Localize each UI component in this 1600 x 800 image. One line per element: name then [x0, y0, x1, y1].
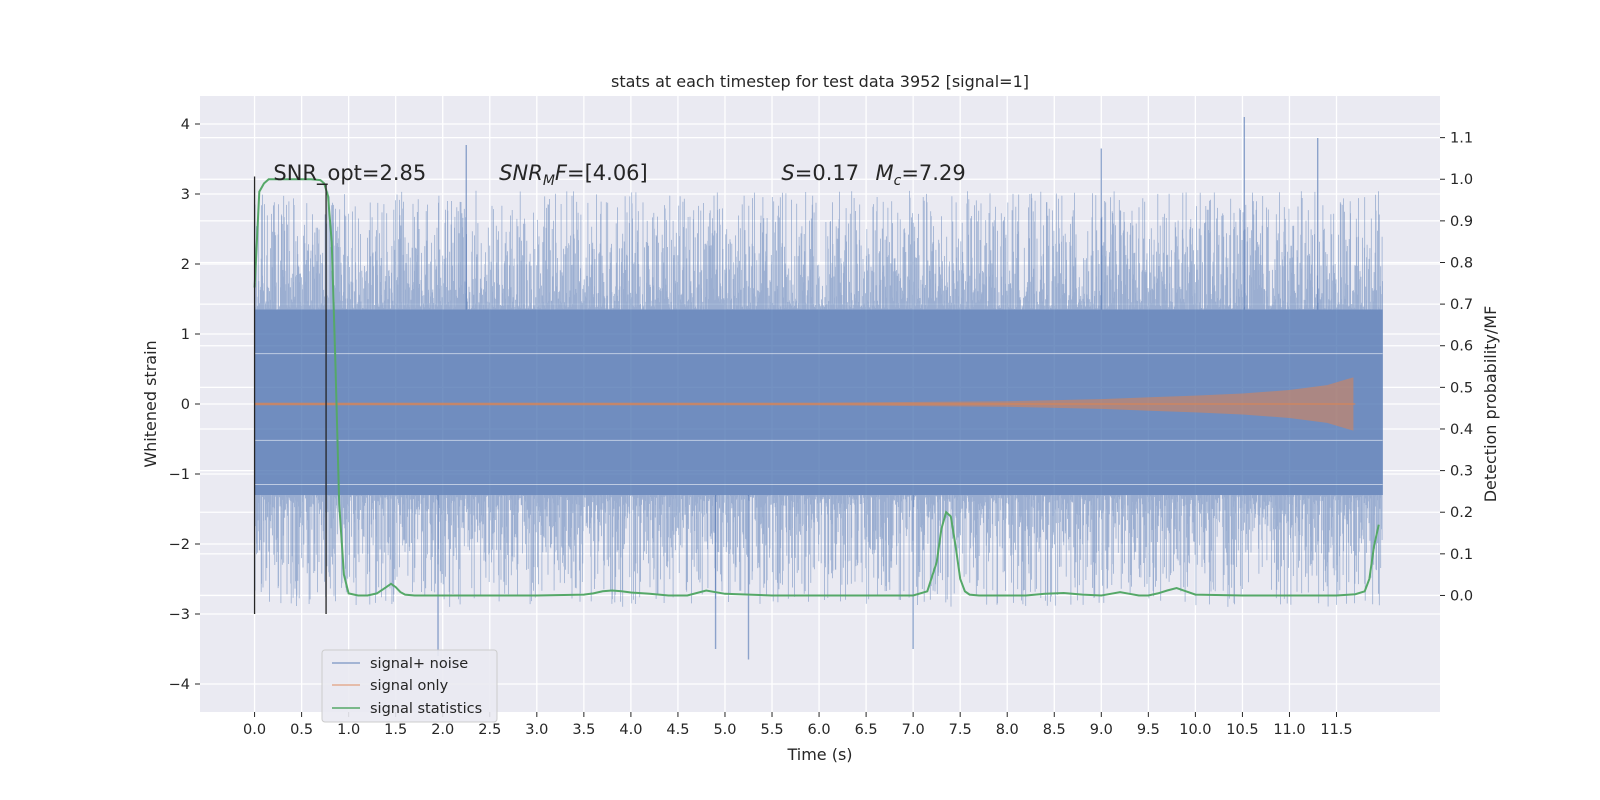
annotation-snr-opt: SNR_opt=2.85	[273, 161, 426, 186]
y2-tick-label: 0.2	[1450, 505, 1473, 521]
y2-tick-label: 0.6	[1450, 339, 1473, 355]
y2-tick-label: 0.4	[1450, 422, 1473, 438]
annot-snr-base: SNR	[499, 161, 543, 185]
x-tick-label: 10.5	[1226, 722, 1258, 738]
y-tick-label: −1	[169, 467, 190, 483]
series-layer	[253, 117, 1383, 660]
legend-label-signal-noise: signal+ noise	[370, 656, 468, 672]
legend-label-signal-only: signal only	[370, 678, 449, 694]
y2-tick-label: 1.0	[1450, 172, 1473, 188]
x-tick-label: 1.5	[384, 722, 407, 738]
ticks-layer: 0.0 0.5 1.0 1.5 2.0 2.5 3.0 3.5 4.0 4.5 5.0 5.5 6.0 6…	[169, 117, 1473, 738]
x-tick-label: 0.0	[243, 722, 266, 738]
x-tick-label: 11.0	[1273, 722, 1305, 738]
annot-snr-sub2: F	[555, 161, 568, 185]
annot-mc-base: M	[876, 161, 894, 185]
x-tick-label: 11.5	[1320, 722, 1352, 738]
x-tick-label: 3.5	[572, 722, 595, 738]
annot-s-sym: S	[781, 161, 794, 185]
annotation-s: S=0.17	[781, 161, 859, 185]
legend-box	[321, 649, 498, 723]
x-tick-label: 0.5	[290, 722, 313, 738]
x-tick-label: 2.5	[478, 722, 501, 738]
y2-tick-label: 0.9	[1450, 214, 1473, 230]
y2-tick-label: 0.1	[1450, 547, 1473, 563]
y-axis-label: Whitened strain	[141, 340, 160, 467]
vline-layer	[253, 176, 327, 614]
x-tick-label: 1.0	[337, 722, 360, 738]
y-tick-label: 0	[181, 397, 190, 413]
y-tick-label: 2	[181, 257, 190, 273]
x-axis-label: Time (s)	[786, 745, 852, 764]
annot-s-val: =0.17	[795, 161, 859, 185]
annotations: SNR_opt=2.85 SNRMF=[4.06] S=0.17 Mc=7.29	[273, 161, 965, 189]
x-tick-label: 6.5	[855, 722, 878, 738]
x-tick-label: 2.0	[431, 722, 454, 738]
x-tick-label: 7.5	[949, 722, 972, 738]
annotation-mc: Mc=7.29	[876, 161, 966, 189]
x-tick-label: 9.0	[1090, 722, 1113, 738]
legend-label-signal-statistics: signal statistics	[370, 701, 482, 717]
x-tick-label: 8.0	[996, 722, 1019, 738]
x-tick-label: 5.5	[760, 722, 783, 738]
y2-tick-label: 0.8	[1450, 255, 1473, 271]
x-tick-label: 4.5	[666, 722, 689, 738]
y2-tick-label: 0.5	[1450, 380, 1473, 396]
x-tick-label: 6.0	[808, 722, 831, 738]
annot-mc-val: =7.29	[901, 161, 965, 185]
y-tick-label: 1	[181, 327, 190, 343]
annot-mc-sub: c	[894, 173, 902, 189]
y-tick-label: 3	[181, 187, 190, 203]
annot-snr-sub: M	[543, 173, 555, 189]
y2-tick-label: 0.3	[1450, 464, 1473, 480]
x-tick-label: 10.0	[1179, 722, 1211, 738]
y-tick-label: −2	[169, 537, 190, 553]
y2-tick-label: 0.7	[1450, 297, 1473, 313]
x-tick-label: 9.5	[1137, 722, 1160, 738]
y2-axis-label: Detection probability/MF	[1481, 306, 1500, 503]
y2-tick-label: 1.1	[1450, 131, 1473, 147]
chart-title: stats at each timestep for test data 395…	[611, 72, 1029, 91]
y-tick-label: −4	[169, 677, 190, 693]
y2-tick-label: 0.0	[1450, 588, 1473, 604]
x-tick-label: 5.0	[713, 722, 736, 738]
x-tick-label: 7.0	[902, 722, 925, 738]
series-signal-statistics	[253, 178, 1380, 597]
x-tick-label: 3.0	[525, 722, 548, 738]
x-tick-label: 4.0	[619, 722, 642, 738]
legend: signal+ noise signal only signal statist…	[321, 649, 498, 723]
y-tick-label: 4	[181, 117, 190, 133]
y-tick-label: −3	[169, 607, 190, 623]
annot-snr-val: =[4.06]	[567, 161, 648, 185]
x-tick-label: 8.5	[1043, 722, 1066, 738]
annotation-snr-mf: SNRMF=[4.06]	[499, 161, 648, 189]
